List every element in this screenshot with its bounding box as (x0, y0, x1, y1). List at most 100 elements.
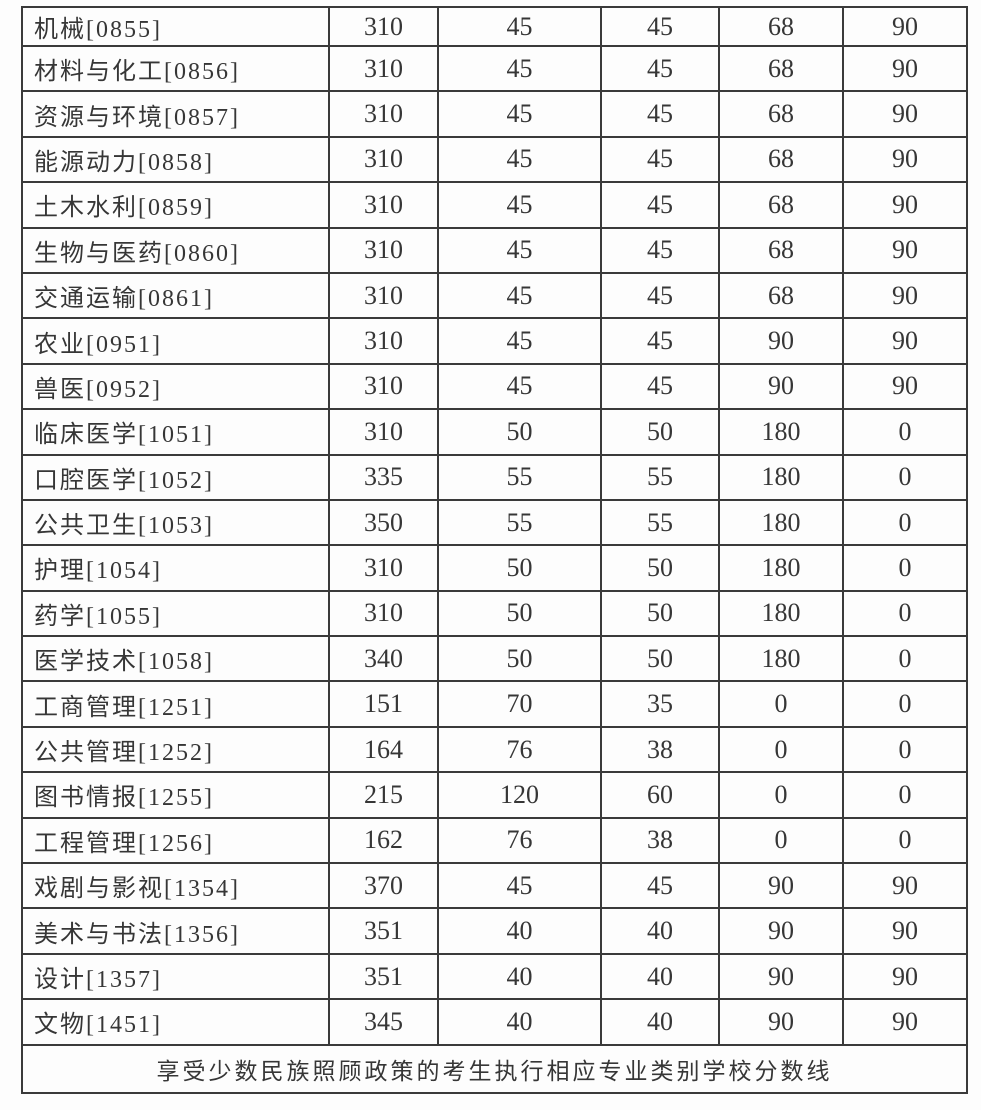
subject3-score-cell: 0 (718, 771, 844, 819)
table-row: 能源动力[0858] 310 45 45 68 90 (21, 135, 968, 184)
total-score-cell: 310 (328, 589, 439, 638)
subject4-score-cell: 90 (842, 271, 968, 320)
subject1-score-cell: 45 (437, 90, 602, 138)
program-name-cell: 公共管理[1252] (21, 725, 330, 774)
total-score-cell: 340 (328, 635, 439, 683)
subject4-score-cell: 90 (842, 862, 968, 910)
total-score-cell: 215 (328, 771, 439, 819)
total-score-cell: 151 (328, 680, 439, 728)
program-name-cell: 护理[1054] (21, 544, 330, 592)
subject2-score-cell: 45 (600, 862, 720, 910)
footnote-text: 享受少数民族照顾政策的考生执行相应专业类别学校分数线 (21, 1043, 968, 1094)
program-name-cell: 兽医[0952] (21, 362, 330, 411)
subject4-score-cell: 90 (842, 317, 968, 365)
subject2-score-cell: 38 (600, 725, 720, 774)
subject1-score-cell: 120 (437, 771, 602, 819)
table-row: 公共管理[1252] 164 76 38 0 0 (21, 725, 968, 774)
total-score-cell: 351 (328, 907, 439, 955)
subject3-score-cell: 68 (718, 181, 844, 229)
subject1-score-cell: 45 (437, 135, 602, 184)
total-score-cell: 310 (328, 135, 439, 184)
program-name-cell: 材料与化工[0856] (21, 44, 330, 93)
total-score-cell: 310 (328, 181, 439, 229)
program-name-cell: 设计[1357] (21, 952, 330, 1001)
scoreline-table-wrapper: 机械[0855] 310 45 45 68 90 材料与化工[0856] 310… (21, 6, 968, 1094)
table-row: 设计[1357] 351 40 40 90 90 (21, 952, 968, 1001)
table-row: 公共卫生[1053] 350 55 55 180 0 (21, 498, 968, 547)
subject1-score-cell: 55 (437, 453, 602, 501)
program-name-cell: 土木水利[0859] (21, 181, 330, 229)
program-name-cell: 资源与环境[0857] (21, 90, 330, 138)
subject1-score-cell: 40 (437, 952, 602, 1001)
subject1-score-cell: 40 (437, 907, 602, 955)
table-row: 农业[0951] 310 45 45 90 90 (21, 317, 968, 365)
subject2-score-cell: 50 (600, 544, 720, 592)
subject3-score-cell: 68 (718, 44, 844, 93)
subject4-score-cell: 0 (842, 816, 968, 865)
program-name-cell: 能源动力[0858] (21, 135, 330, 184)
subject3-score-cell: 90 (718, 907, 844, 955)
total-score-cell: 310 (328, 362, 439, 411)
subject3-score-cell: 90 (718, 362, 844, 411)
program-name-cell: 图书情报[1255] (21, 771, 330, 819)
program-name-cell: 工商管理[1251] (21, 680, 330, 728)
table-row: 临床医学[1051] 310 50 50 180 0 (21, 408, 968, 456)
subject2-score-cell: 55 (600, 498, 720, 547)
subject1-score-cell: 50 (437, 544, 602, 592)
subject3-score-cell: 180 (718, 635, 844, 683)
total-score-cell: 310 (328, 544, 439, 592)
subject2-score-cell: 45 (600, 271, 720, 320)
subject3-score-cell: 68 (718, 6, 844, 47)
subject4-score-cell: 90 (842, 907, 968, 955)
program-name-cell: 文物[1451] (21, 998, 330, 1046)
subject3-score-cell: 68 (718, 226, 844, 274)
program-name-cell: 公共卫生[1053] (21, 498, 330, 547)
total-score-cell: 164 (328, 725, 439, 774)
total-score-cell: 370 (328, 862, 439, 910)
table-row: 交通运输[0861] 310 45 45 68 90 (21, 271, 968, 320)
subject4-score-cell: 0 (842, 589, 968, 638)
table-row: 资源与环境[0857] 310 45 45 68 90 (21, 90, 968, 138)
subject1-score-cell: 45 (437, 226, 602, 274)
subject1-score-cell: 55 (437, 498, 602, 547)
total-score-cell: 162 (328, 816, 439, 865)
subject2-score-cell: 45 (600, 44, 720, 93)
subject1-score-cell: 45 (437, 862, 602, 910)
subject4-score-cell: 90 (842, 226, 968, 274)
total-score-cell: 350 (328, 498, 439, 547)
total-score-cell: 310 (328, 226, 439, 274)
subject4-score-cell: 0 (842, 771, 968, 819)
subject1-score-cell: 45 (437, 44, 602, 93)
table-footer: 享受少数民族照顾政策的考生执行相应专业类别学校分数线 (21, 1043, 968, 1094)
subject1-score-cell: 50 (437, 589, 602, 638)
subject3-score-cell: 0 (718, 680, 844, 728)
subject3-score-cell: 68 (718, 135, 844, 184)
subject4-score-cell: 0 (842, 453, 968, 501)
subject2-score-cell: 50 (600, 408, 720, 456)
total-score-cell: 345 (328, 998, 439, 1046)
subject2-score-cell: 45 (600, 181, 720, 229)
subject1-score-cell: 70 (437, 680, 602, 728)
subject3-score-cell: 180 (718, 589, 844, 638)
footnote-row: 享受少数民族照顾政策的考生执行相应专业类别学校分数线 (21, 1043, 968, 1094)
total-score-cell: 310 (328, 408, 439, 456)
subject3-score-cell: 0 (718, 816, 844, 865)
program-name-cell: 药学[1055] (21, 589, 330, 638)
table-row: 图书情报[1255] 215 120 60 0 0 (21, 771, 968, 819)
subject4-score-cell: 0 (842, 680, 968, 728)
table-row: 工程管理[1256] 162 76 38 0 0 (21, 816, 968, 865)
subject2-score-cell: 40 (600, 907, 720, 955)
program-name-cell: 机械[0855] (21, 6, 330, 47)
subject4-score-cell: 90 (842, 362, 968, 411)
subject3-score-cell: 68 (718, 90, 844, 138)
subject2-score-cell: 40 (600, 952, 720, 1001)
subject3-score-cell: 90 (718, 952, 844, 1001)
subject4-score-cell: 90 (842, 44, 968, 93)
table-row: 土木水利[0859] 310 45 45 68 90 (21, 181, 968, 229)
subject1-score-cell: 45 (437, 317, 602, 365)
table-row: 医学技术[1058] 340 50 50 180 0 (21, 635, 968, 683)
subject4-score-cell: 90 (842, 998, 968, 1046)
subject2-score-cell: 50 (600, 589, 720, 638)
subject2-score-cell: 35 (600, 680, 720, 728)
table-row: 美术与书法[1356] 351 40 40 90 90 (21, 907, 968, 955)
